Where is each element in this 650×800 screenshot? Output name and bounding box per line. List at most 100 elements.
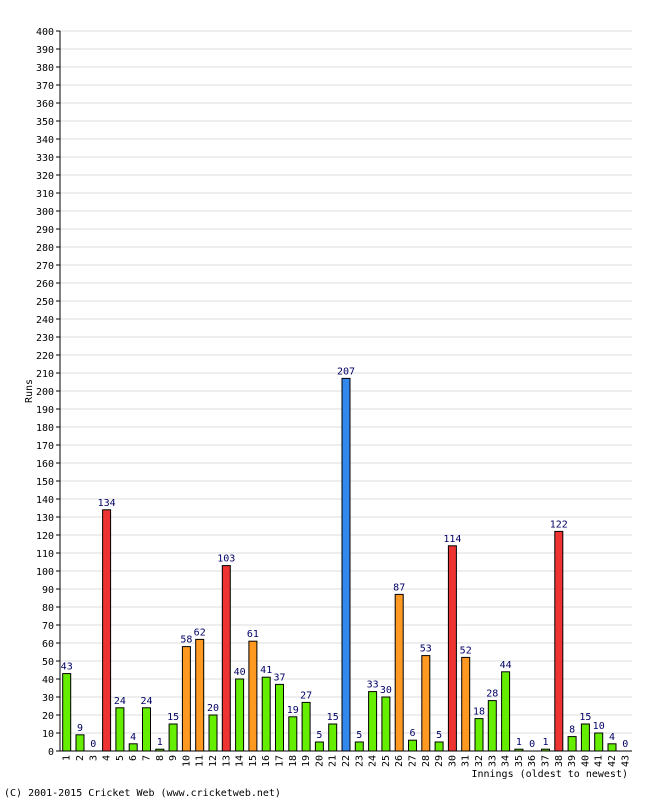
y-tick-label: 60 xyxy=(42,639,54,650)
bar xyxy=(128,743,138,752)
y-tick-label: 260 xyxy=(36,279,54,290)
x-tick-label: 24 xyxy=(368,755,379,767)
y-tick-label: 90 xyxy=(42,585,54,596)
bar-value-label: 30 xyxy=(380,685,392,696)
x-tick-label: 36 xyxy=(527,755,538,767)
x-tick-label: 39 xyxy=(567,755,578,767)
bar xyxy=(474,718,484,752)
y-tick-label: 80 xyxy=(42,603,54,614)
x-tick-label: 25 xyxy=(381,755,392,767)
x-tick-label: 40 xyxy=(580,755,591,767)
y-tick-label: 70 xyxy=(42,621,54,632)
x-tick-label: 41 xyxy=(594,755,605,767)
bar xyxy=(115,707,125,752)
bar xyxy=(447,545,457,752)
y-tick-label: 380 xyxy=(36,63,54,74)
bar-value-label: 1 xyxy=(157,737,163,748)
bar-value-label: 4 xyxy=(130,732,136,743)
bar-value-labels: 4390134244241155862201034061413719275152… xyxy=(61,366,629,750)
bar-value-label: 9 xyxy=(77,723,83,734)
bar-value-label: 114 xyxy=(443,534,461,545)
y-tick-label: 160 xyxy=(36,459,54,470)
x-tick-label: 30 xyxy=(447,755,458,767)
bar xyxy=(607,743,617,752)
bar-value-label: 1 xyxy=(516,737,522,748)
bar xyxy=(394,593,404,752)
y-tick-label: 250 xyxy=(36,297,54,308)
bar-value-label: 1 xyxy=(542,737,548,748)
y-tick-label: 330 xyxy=(36,153,54,164)
bar-value-label: 5 xyxy=(316,730,322,741)
x-axis-title: Innings (oldest to newest) xyxy=(471,769,628,780)
bar xyxy=(102,509,112,752)
x-tick-label: 38 xyxy=(554,755,565,767)
y-tick-label: 50 xyxy=(42,657,54,668)
x-tick-label: 35 xyxy=(514,755,525,767)
y-tick-label: 340 xyxy=(36,135,54,146)
bar xyxy=(341,377,351,752)
x-tick-label: 28 xyxy=(421,755,432,767)
bar xyxy=(301,701,311,752)
bar-value-label: 37 xyxy=(273,672,285,683)
x-axis-ticks: 1 2 3 4 5 6 7 8 9 10 11 12 13 14 15 16 17 18 19 20 21 22 23 24 2… xyxy=(62,755,632,767)
x-tick-label: 11 xyxy=(195,755,206,767)
bar xyxy=(354,741,364,752)
bar xyxy=(567,736,577,752)
x-tick-label: 12 xyxy=(208,755,219,767)
y-tick-label: 10 xyxy=(42,729,54,740)
y-tick-label: 170 xyxy=(36,441,54,452)
y-tick-label: 200 xyxy=(36,387,54,398)
x-tick-label: 9 xyxy=(168,755,179,761)
bar-value-label: 43 xyxy=(61,662,73,673)
y-axis-ticks: 0 10 20 30 40 50 60 70 80 90 100 110 120 130 140 150 160… xyxy=(36,27,60,758)
bar xyxy=(62,673,72,752)
bar xyxy=(487,700,497,752)
y-tick-label: 220 xyxy=(36,351,54,362)
y-tick-label: 0 xyxy=(48,747,54,758)
x-tick-label: 23 xyxy=(354,755,365,767)
x-tick-label: 22 xyxy=(341,755,352,767)
bar xyxy=(75,734,85,752)
bar xyxy=(275,683,284,752)
y-tick-label: 320 xyxy=(36,171,54,182)
bar xyxy=(434,741,444,752)
bar-value-label: 28 xyxy=(486,689,498,700)
bar-value-label: 19 xyxy=(287,705,299,716)
bar-value-label: 40 xyxy=(234,667,246,678)
bar xyxy=(248,640,258,752)
y-tick-label: 150 xyxy=(36,477,54,488)
x-tick-label: 19 xyxy=(301,755,312,767)
y-tick-label: 350 xyxy=(36,117,54,128)
y-tick-label: 240 xyxy=(36,315,54,326)
bar xyxy=(328,723,338,752)
bar xyxy=(181,646,191,752)
bar xyxy=(408,739,417,752)
x-tick-label: 5 xyxy=(115,755,126,761)
bar-value-label: 0 xyxy=(90,739,96,750)
y-tick-label: 110 xyxy=(36,549,54,560)
x-tick-label: 32 xyxy=(474,755,485,767)
bar-value-label: 24 xyxy=(140,696,152,707)
bar xyxy=(501,671,511,752)
y-tick-label: 370 xyxy=(36,81,54,92)
bar-value-label: 134 xyxy=(98,498,116,509)
bar-value-label: 0 xyxy=(529,739,535,750)
bar-value-label: 207 xyxy=(337,366,355,377)
x-tick-label: 29 xyxy=(434,755,445,767)
bar-value-label: 18 xyxy=(473,707,485,718)
bar-value-label: 6 xyxy=(409,728,415,739)
bar-value-label: 41 xyxy=(260,665,272,676)
y-tick-label: 360 xyxy=(36,99,54,110)
bar xyxy=(235,678,245,752)
bar xyxy=(594,732,604,752)
y-tick-label: 270 xyxy=(36,261,54,272)
x-tick-label: 21 xyxy=(328,755,339,767)
copyright-notice: (C) 2001-2015 Cricket Web (www.cricketwe… xyxy=(4,788,281,799)
bar-value-label: 44 xyxy=(500,660,512,671)
x-tick-label: 26 xyxy=(394,755,405,767)
x-tick-label: 1 xyxy=(62,755,73,761)
x-tick-label: 31 xyxy=(461,755,472,767)
bar-value-label: 5 xyxy=(356,730,362,741)
